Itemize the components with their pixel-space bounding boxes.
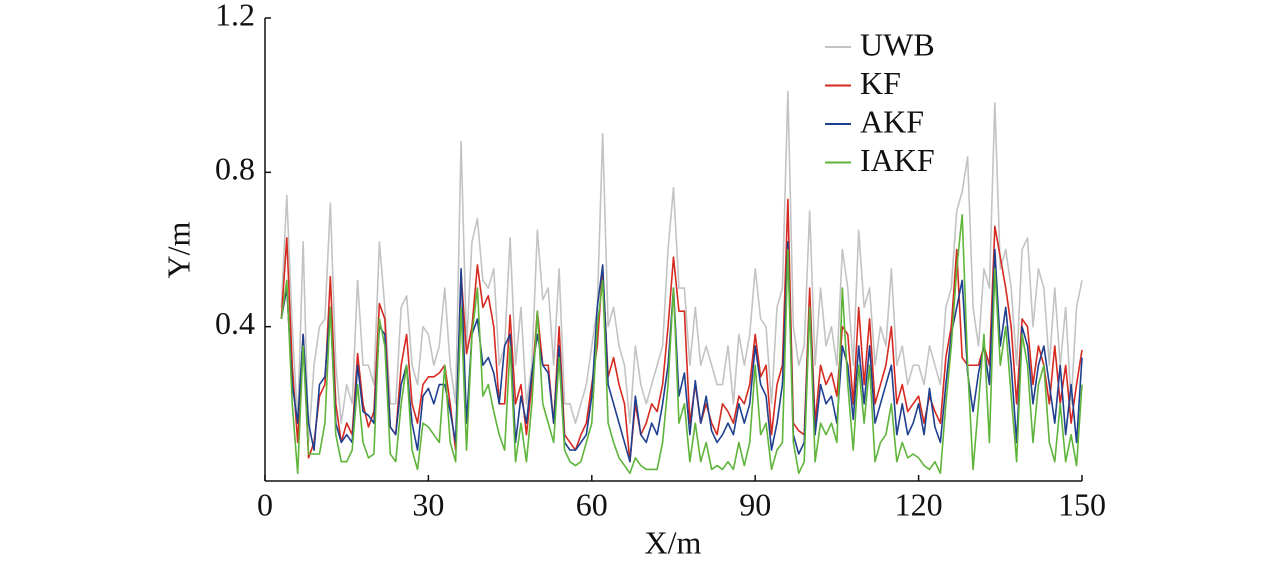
x-tick-label: 120 bbox=[895, 486, 943, 522]
x-axis-label: X/m bbox=[645, 524, 702, 560]
legend-label: IAKF bbox=[860, 142, 935, 178]
legend-label: AKF bbox=[860, 103, 924, 139]
line-series bbox=[280, 213, 1083, 475]
y-tick-label: 0.4 bbox=[215, 305, 255, 341]
line-series bbox=[280, 90, 1083, 444]
y-axis-label: Y/m bbox=[160, 221, 196, 278]
y-tick-label: 0.8 bbox=[215, 151, 255, 187]
x-tick-label: 90 bbox=[739, 486, 771, 522]
x-tick-label: 0 bbox=[257, 486, 273, 522]
y-tick-label: 1.2 bbox=[215, 0, 255, 32]
line-series bbox=[280, 240, 1083, 463]
x-tick-label: 60 bbox=[576, 486, 608, 522]
legend-label: UWB bbox=[860, 26, 935, 62]
line-series bbox=[280, 198, 1083, 463]
x-tick-label: 150 bbox=[1058, 486, 1106, 522]
legend-label: KF bbox=[860, 65, 901, 101]
x-tick-label: 30 bbox=[412, 486, 444, 522]
